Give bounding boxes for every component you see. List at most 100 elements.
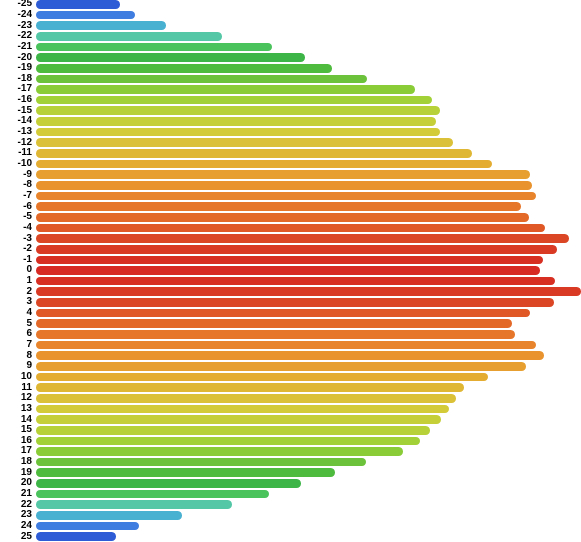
bar-label: 17 xyxy=(0,446,32,456)
bar-row: -5 xyxy=(0,213,581,222)
bar-row: -9 xyxy=(0,170,581,179)
bar-label: 10 xyxy=(0,372,32,382)
bar-row: -25 xyxy=(0,0,581,9)
bar-row: 5 xyxy=(0,319,581,328)
bar-label: 4 xyxy=(0,308,32,318)
bar-row: -16 xyxy=(0,96,581,105)
bar-label: 16 xyxy=(0,436,32,446)
bar-label: -21 xyxy=(0,42,32,52)
bar-label: -8 xyxy=(0,180,32,190)
bar xyxy=(36,96,432,105)
bar-label: -9 xyxy=(0,170,32,180)
bar-label: 0 xyxy=(0,265,32,275)
bar-row: -10 xyxy=(0,160,581,169)
bar-label: -5 xyxy=(0,212,32,222)
bar-row: -19 xyxy=(0,64,581,73)
bar xyxy=(36,405,449,414)
bar xyxy=(36,32,222,41)
bar-row: -15 xyxy=(0,106,581,115)
bar xyxy=(36,11,135,20)
bar-label: -11 xyxy=(0,148,32,158)
bar-label: -20 xyxy=(0,53,32,63)
bar xyxy=(36,479,301,488)
bar xyxy=(36,170,530,179)
bar xyxy=(36,202,521,211)
bar-row: -2 xyxy=(0,245,581,254)
bar-label: 22 xyxy=(0,500,32,510)
bar xyxy=(36,53,305,62)
bar xyxy=(36,394,456,403)
bar xyxy=(36,256,543,265)
bar-label: 21 xyxy=(0,489,32,499)
bar-row: 8 xyxy=(0,351,581,360)
bar-row: 3 xyxy=(0,298,581,307)
bar-row: 6 xyxy=(0,330,581,339)
bar-row: -23 xyxy=(0,21,581,30)
bar-row: 9 xyxy=(0,362,581,371)
bar-row: -11 xyxy=(0,149,581,158)
bar-label: -22 xyxy=(0,31,32,41)
bar xyxy=(36,138,453,147)
bar-label: -23 xyxy=(0,21,32,31)
bar-label: 14 xyxy=(0,415,32,425)
bar-row: 0 xyxy=(0,266,581,275)
bar-label: -25 xyxy=(0,0,32,9)
bar xyxy=(36,373,488,382)
bar-label: -15 xyxy=(0,106,32,116)
bar-label: 20 xyxy=(0,478,32,488)
bar-label: -24 xyxy=(0,10,32,20)
bar-row: 22 xyxy=(0,500,581,509)
bar xyxy=(36,341,536,350)
bar xyxy=(36,43,272,52)
bar-row: 17 xyxy=(0,447,581,456)
bar-row: -8 xyxy=(0,181,581,190)
bar-row: -7 xyxy=(0,192,581,201)
bar xyxy=(36,287,581,296)
bar-row: 19 xyxy=(0,468,581,477)
bar-row: -12 xyxy=(0,138,581,147)
bar-row: 21 xyxy=(0,490,581,499)
bar-label: 11 xyxy=(0,383,32,393)
bar xyxy=(36,234,569,243)
bar-row: -17 xyxy=(0,85,581,94)
bar xyxy=(36,351,544,360)
bar-label: 13 xyxy=(0,404,32,414)
bar-label: 7 xyxy=(0,340,32,350)
bar-row: -24 xyxy=(0,11,581,20)
bar-label: 2 xyxy=(0,287,32,297)
bar xyxy=(36,330,515,339)
bar-label: -1 xyxy=(0,255,32,265)
bar-label: 9 xyxy=(0,361,32,371)
bar-label: 25 xyxy=(0,532,32,542)
bar xyxy=(36,213,529,222)
bar xyxy=(36,522,139,531)
bar xyxy=(36,266,540,275)
bar-row: -22 xyxy=(0,32,581,41)
bar-row: -4 xyxy=(0,224,581,233)
horizontal-bar-chart: -25-24-23-22-21-20-19-18-17-16-15-14-13-… xyxy=(0,0,581,541)
bar xyxy=(36,500,232,509)
bar-label: -3 xyxy=(0,234,32,244)
bar-label: 5 xyxy=(0,319,32,329)
bar xyxy=(36,298,554,307)
bar-row: 12 xyxy=(0,394,581,403)
bar xyxy=(36,532,116,541)
bar-row: 23 xyxy=(0,511,581,520)
bar xyxy=(36,447,403,456)
bar xyxy=(36,458,366,467)
bar-label: -19 xyxy=(0,63,32,73)
bar xyxy=(36,319,512,328)
bar-row: -3 xyxy=(0,234,581,243)
bar-row: -21 xyxy=(0,43,581,52)
bar xyxy=(36,160,492,169)
bar-label: 3 xyxy=(0,297,32,307)
bar xyxy=(36,245,557,254)
bar xyxy=(36,383,464,392)
bar-label: -13 xyxy=(0,127,32,137)
bar-label: -16 xyxy=(0,95,32,105)
bar-row: -14 xyxy=(0,117,581,126)
bar-row: 2 xyxy=(0,287,581,296)
bar-row: 16 xyxy=(0,437,581,446)
bar-label: 24 xyxy=(0,521,32,531)
bar xyxy=(36,75,367,84)
